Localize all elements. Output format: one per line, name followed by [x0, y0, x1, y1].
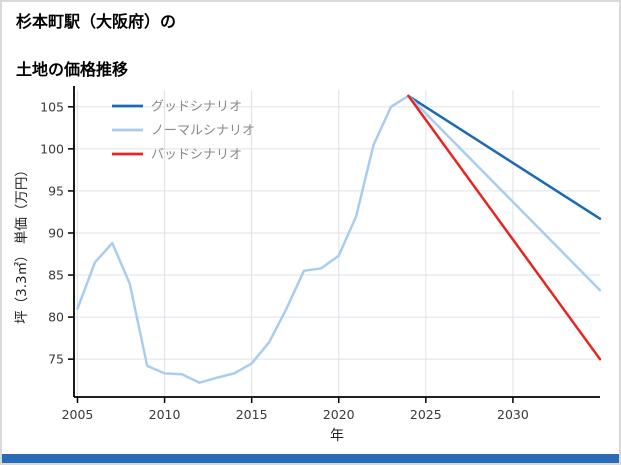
chart-title-line2: 土地の価格推移	[16, 60, 129, 79]
footer-accent-bar	[2, 454, 619, 463]
x-tick-label: 2030	[497, 407, 529, 422]
y-tick-label: 90	[48, 225, 64, 240]
x-tick-label: 2020	[323, 407, 355, 422]
x-tick-label: 2025	[410, 407, 442, 422]
y-tick-label: 85	[48, 268, 64, 283]
series-line-価格実績	[76, 94, 410, 384]
x-tick-label: 2005	[62, 407, 94, 422]
y-tick-label: 80	[48, 310, 64, 325]
x-axis-title: 年	[330, 428, 344, 444]
y-tick-label: 95	[48, 183, 64, 198]
legend-label: グッドシナリオ	[151, 100, 242, 115]
y-tick-label: 105	[40, 99, 64, 114]
legend-label: バッドシナリオ	[151, 148, 242, 163]
y-tick-label: 100	[40, 141, 64, 156]
y-tick-label: 75	[48, 352, 64, 367]
series-line-バッドシナリオ	[407, 94, 602, 361]
y-axis-title: 坪（3.3㎡） 単価（万円）	[14, 163, 30, 324]
series-line-グッドシナリオ	[407, 94, 602, 220]
series-line-ノーマルシナリオ	[407, 94, 602, 292]
legend-label: ノーマルシナリオ	[151, 124, 255, 139]
x-tick-label: 2015	[236, 407, 268, 422]
chart-title: 杉本町駅（大阪府）の 土地の価格推移	[16, 10, 176, 82]
land-price-chart: 2005 2010 2015 2020 2025 2030 75 80 85 90 95 100 105…	[14, 86, 602, 444]
x-tick-label: 2010	[149, 407, 181, 422]
chart-title-line1: 杉本町駅（大阪府）の	[16, 12, 177, 31]
